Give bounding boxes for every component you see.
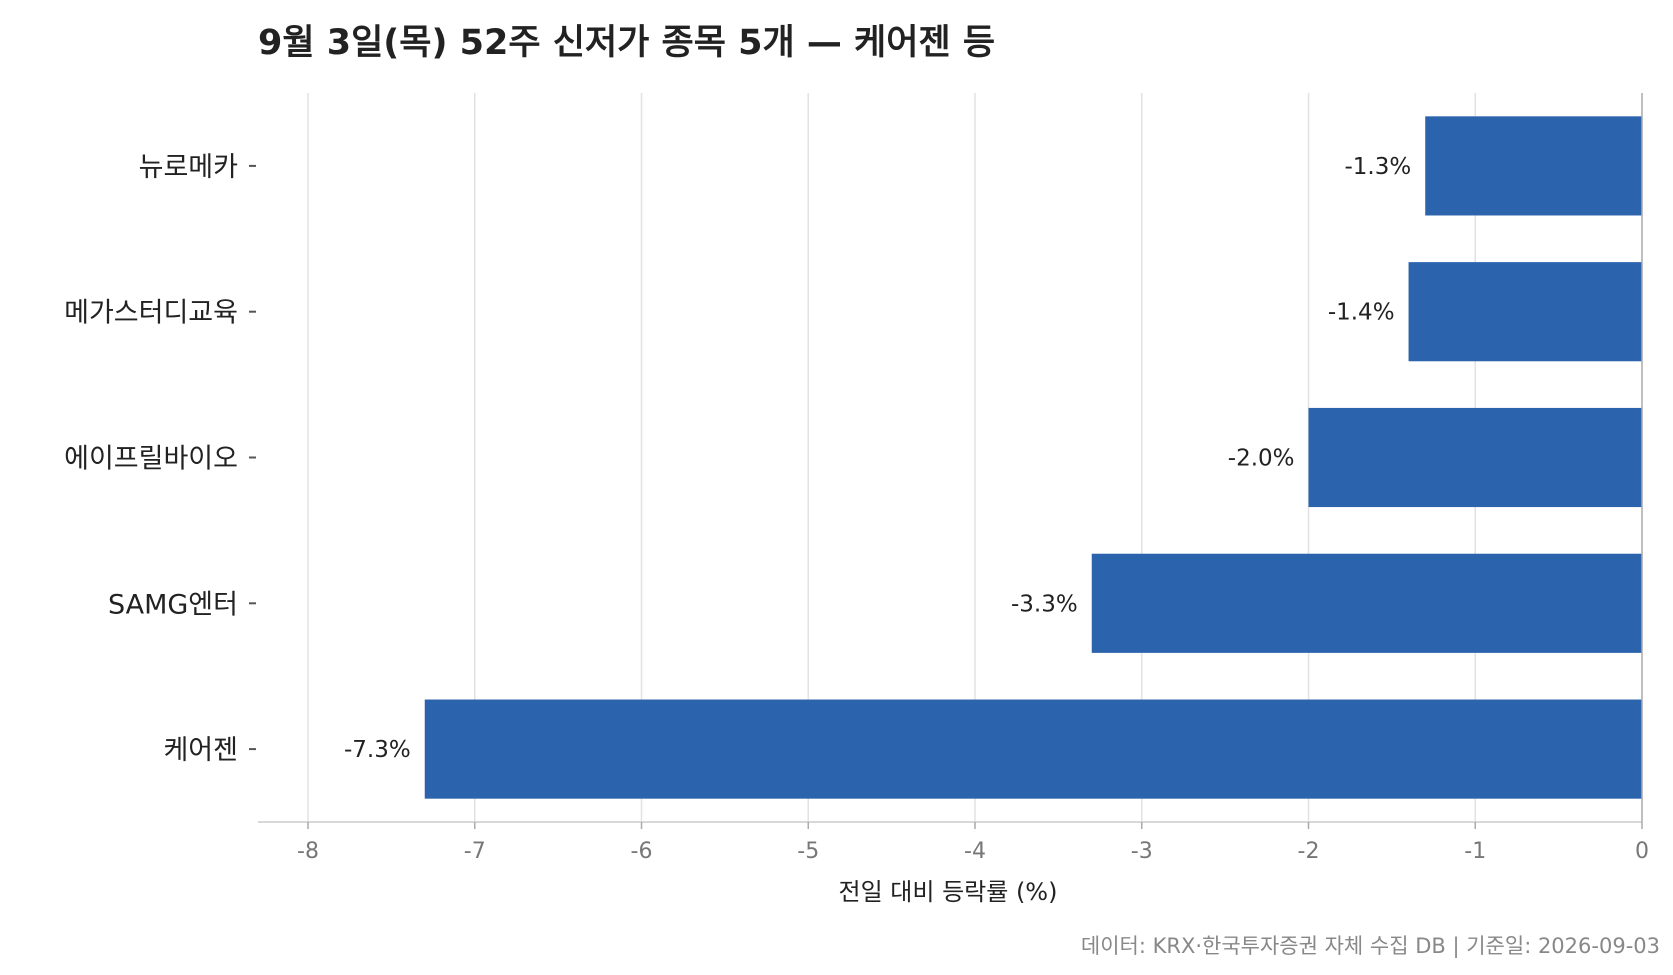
x-tick-label: -1 xyxy=(1464,839,1486,864)
category-label: 에이프릴바이오 xyxy=(64,444,238,475)
x-tick-label: -8 xyxy=(297,839,319,864)
category-label: 메가스터디교육 xyxy=(64,298,238,329)
bar xyxy=(1425,116,1642,216)
data-label: -1.4% xyxy=(1328,300,1395,326)
data-label: -2.0% xyxy=(1228,446,1295,472)
x-axis-label: 전일 대비 등락률 (%) xyxy=(839,878,1058,906)
chart-title: 9월 3일(목) 52주 신저가 종목 5개 — 케어젠 등 xyxy=(258,23,995,63)
x-tick-label: -4 xyxy=(964,839,986,864)
data-label: -1.3% xyxy=(1344,154,1411,180)
grid xyxy=(307,93,1477,822)
source-note: 데이터: KRX·한국투자증권 자체 수집 DB | 기준일: 2026-09-… xyxy=(1081,934,1660,959)
data-label: -3.3% xyxy=(1011,591,1078,617)
x-tick-label: -2 xyxy=(1298,839,1320,864)
x-tick-label: 0 xyxy=(1635,839,1649,864)
x-tick-label: -5 xyxy=(797,839,819,864)
bar xyxy=(424,699,1643,799)
category-label: 뉴로메카 xyxy=(139,152,238,183)
data-label: -7.3% xyxy=(344,737,411,763)
category-label: 케어젠 xyxy=(163,735,238,766)
category-label: SAMG엔터 xyxy=(108,589,238,620)
bar xyxy=(1308,407,1642,508)
x-tick-label: -6 xyxy=(631,839,653,864)
bars: -1.3% -1.4% -2.0% -3.3% -7.3% xyxy=(344,116,1643,799)
x-tick-label: -7 xyxy=(464,839,486,864)
bar xyxy=(1091,553,1642,653)
bar xyxy=(1408,262,1642,362)
x-tick-label: -3 xyxy=(1131,839,1153,864)
